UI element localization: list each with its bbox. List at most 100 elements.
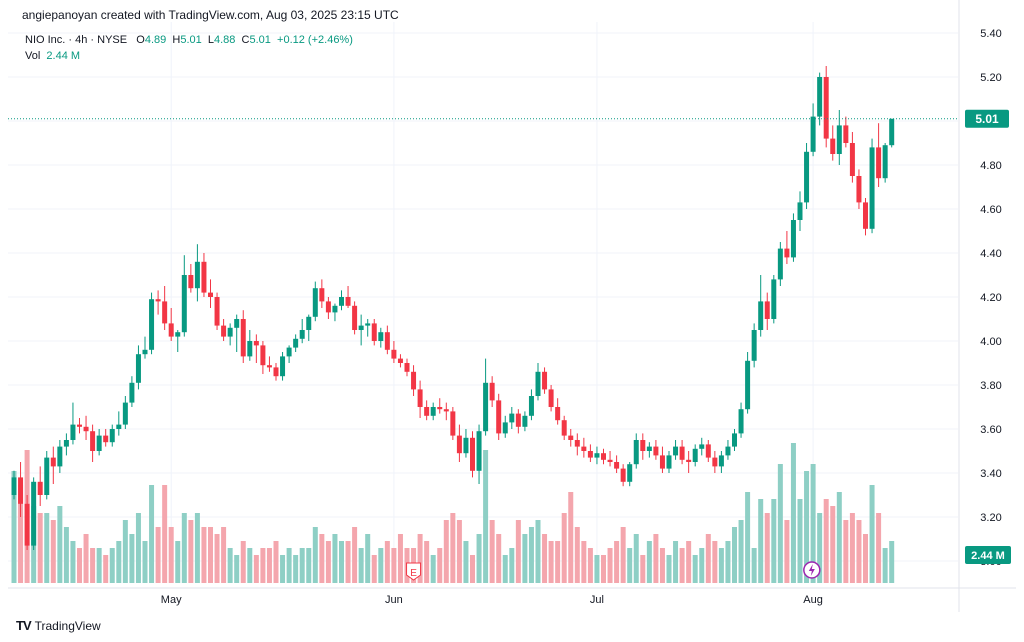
candle-body bbox=[489, 382, 495, 401]
candle-body bbox=[221, 325, 227, 337]
candle-body bbox=[574, 440, 580, 447]
y-tick-label: 3.20 bbox=[980, 512, 1001, 524]
volume-bar bbox=[764, 513, 770, 583]
candle-body bbox=[797, 202, 803, 220]
candle-body bbox=[142, 349, 148, 355]
candle-body bbox=[810, 116, 816, 152]
candle-body bbox=[764, 301, 770, 319]
volume-bar bbox=[869, 485, 875, 583]
candle-body bbox=[470, 437, 475, 471]
volume-bar bbox=[653, 534, 659, 583]
volume-bar bbox=[771, 499, 777, 583]
y-tick-label: 3.60 bbox=[980, 424, 1001, 436]
low-value: 4.88 bbox=[214, 34, 236, 46]
volume-bar bbox=[646, 541, 652, 583]
x-tick-label: Aug bbox=[803, 594, 823, 606]
volume-bar bbox=[614, 541, 620, 583]
volume-bar bbox=[103, 555, 109, 583]
brand-footer: TV TradingView bbox=[16, 618, 101, 633]
candle-body bbox=[280, 356, 286, 377]
candle-body bbox=[227, 327, 233, 337]
volume-bar bbox=[568, 492, 574, 583]
candle-body bbox=[869, 147, 875, 229]
volume-label[interactable]: Vol bbox=[25, 50, 41, 62]
volume-bar bbox=[437, 548, 443, 583]
volume-bar bbox=[18, 485, 24, 583]
candle-body bbox=[116, 424, 122, 429]
volume-legend: Vol 2.44 M bbox=[25, 50, 80, 62]
volume-bar bbox=[306, 548, 312, 583]
candle-body bbox=[332, 305, 338, 313]
candle-body bbox=[712, 457, 718, 467]
candle-body bbox=[24, 503, 30, 546]
candle-body bbox=[542, 371, 548, 390]
volume-bar bbox=[155, 527, 161, 583]
volume-bar bbox=[175, 541, 181, 583]
candle-body bbox=[817, 77, 823, 117]
candle-body bbox=[135, 354, 141, 383]
change-value: +0.12 (+2.46%) bbox=[277, 34, 353, 46]
candle-body bbox=[181, 275, 187, 333]
volume-bar bbox=[679, 548, 685, 583]
candle-body bbox=[397, 358, 403, 363]
candle-body bbox=[863, 202, 868, 229]
volume-bar bbox=[221, 527, 227, 583]
candle-body bbox=[155, 299, 161, 302]
volume-bar bbox=[849, 513, 855, 583]
candle-body bbox=[312, 288, 318, 317]
volume-bar bbox=[345, 541, 351, 583]
candle-body bbox=[345, 297, 351, 306]
candle-body bbox=[109, 429, 115, 443]
y-tick-label: 4.80 bbox=[980, 160, 1001, 172]
volume-bar bbox=[57, 506, 63, 583]
volume-bar bbox=[509, 548, 515, 583]
volume-badge bbox=[965, 546, 1011, 564]
candle-body bbox=[103, 435, 109, 443]
lightning-glyph-icon bbox=[808, 564, 815, 576]
volume-bar bbox=[587, 548, 593, 583]
volume-bar bbox=[581, 541, 587, 583]
volume-bar bbox=[319, 534, 325, 583]
y-tick-label: 4.60 bbox=[980, 204, 1001, 216]
last-price-badge-label: 5.01 bbox=[975, 112, 999, 126]
volume-bar bbox=[391, 548, 397, 583]
volume-bar bbox=[50, 520, 56, 583]
volume-value: 2.44 M bbox=[46, 50, 81, 62]
volume-bar bbox=[607, 548, 613, 583]
volume-bar bbox=[489, 520, 495, 583]
candle-body bbox=[70, 424, 76, 440]
candle-body bbox=[31, 481, 37, 546]
candle-body bbox=[430, 407, 436, 416]
candle-body bbox=[594, 453, 600, 458]
symbol-name[interactable]: NIO Inc. · 4h · NYSE bbox=[25, 34, 128, 46]
volume-bar bbox=[889, 541, 895, 583]
volume-bar bbox=[502, 555, 508, 583]
candle-body bbox=[718, 455, 724, 467]
candle-body bbox=[633, 440, 639, 465]
volume-bar bbox=[548, 541, 554, 583]
volume-bar bbox=[817, 513, 823, 583]
candle-body bbox=[417, 389, 423, 407]
volume-bar bbox=[96, 548, 102, 583]
y-tick-label: 4.20 bbox=[980, 292, 1001, 304]
candle-body bbox=[443, 409, 449, 412]
x-tick-label: May bbox=[161, 594, 182, 606]
volume-bar bbox=[168, 527, 174, 583]
candle-body bbox=[358, 325, 364, 330]
candle-body bbox=[371, 323, 377, 341]
volume-bar bbox=[790, 443, 796, 583]
candle-body bbox=[319, 288, 325, 302]
candle-body bbox=[522, 415, 528, 427]
price-chart[interactable]: 5.405.205.004.804.604.404.204.003.803.60… bbox=[8, 0, 1016, 612]
candle-body bbox=[293, 338, 299, 348]
candle-body bbox=[286, 347, 292, 357]
volume-bar bbox=[640, 555, 646, 583]
volume-bar bbox=[11, 471, 17, 583]
volume-bar bbox=[745, 492, 751, 583]
volume-bar bbox=[397, 534, 403, 583]
candle-body bbox=[188, 275, 194, 289]
candle-body bbox=[168, 323, 174, 337]
volume-bar bbox=[194, 513, 200, 583]
candle-body bbox=[63, 440, 69, 447]
candle-body bbox=[306, 316, 312, 330]
